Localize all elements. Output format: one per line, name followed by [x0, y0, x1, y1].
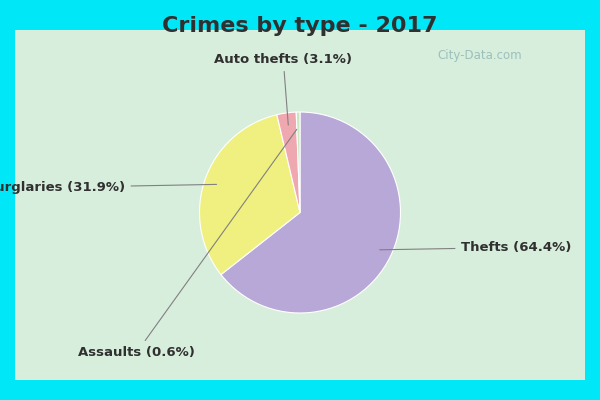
- Wedge shape: [221, 112, 400, 313]
- Wedge shape: [200, 115, 300, 275]
- Text: Crimes by type - 2017: Crimes by type - 2017: [162, 16, 438, 36]
- Text: Assaults (0.6%): Assaults (0.6%): [79, 129, 297, 358]
- Wedge shape: [296, 112, 300, 212]
- Text: Burglaries (31.9%): Burglaries (31.9%): [0, 181, 217, 194]
- Text: City-Data.com: City-Data.com: [437, 50, 523, 62]
- Text: Thefts (64.4%): Thefts (64.4%): [380, 241, 571, 254]
- Text: Auto thefts (3.1%): Auto thefts (3.1%): [214, 53, 352, 125]
- Wedge shape: [277, 112, 300, 212]
